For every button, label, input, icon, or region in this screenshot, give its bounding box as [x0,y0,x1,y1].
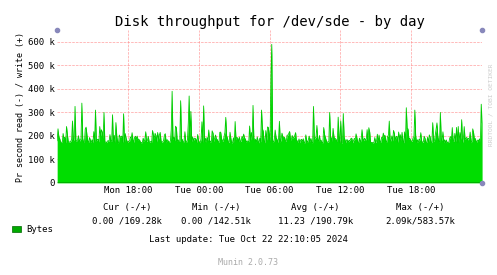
Text: Last update: Tue Oct 22 22:10:05 2024: Last update: Tue Oct 22 22:10:05 2024 [149,235,348,244]
Text: Bytes: Bytes [26,225,53,234]
Text: 0.00 /142.51k: 0.00 /142.51k [181,217,251,226]
Text: Cur (-/+): Cur (-/+) [102,203,151,212]
Text: Max (-/+): Max (-/+) [396,203,444,212]
Text: 0.00 /169.28k: 0.00 /169.28k [92,217,162,226]
Text: Avg (-/+): Avg (-/+) [291,203,340,212]
Text: Munin 2.0.73: Munin 2.0.73 [219,258,278,267]
Text: 11.23 /190.79k: 11.23 /190.79k [278,217,353,226]
Title: Disk throughput for /dev/sde - by day: Disk throughput for /dev/sde - by day [115,15,424,29]
Y-axis label: Pr second read (-) / write (+): Pr second read (-) / write (+) [16,32,25,182]
Text: Min (-/+): Min (-/+) [192,203,241,212]
Text: RRDTOOL / TOBI OETIKER: RRDTOOL / TOBI OETIKER [489,63,494,146]
Text: 2.09k/583.57k: 2.09k/583.57k [385,217,455,226]
